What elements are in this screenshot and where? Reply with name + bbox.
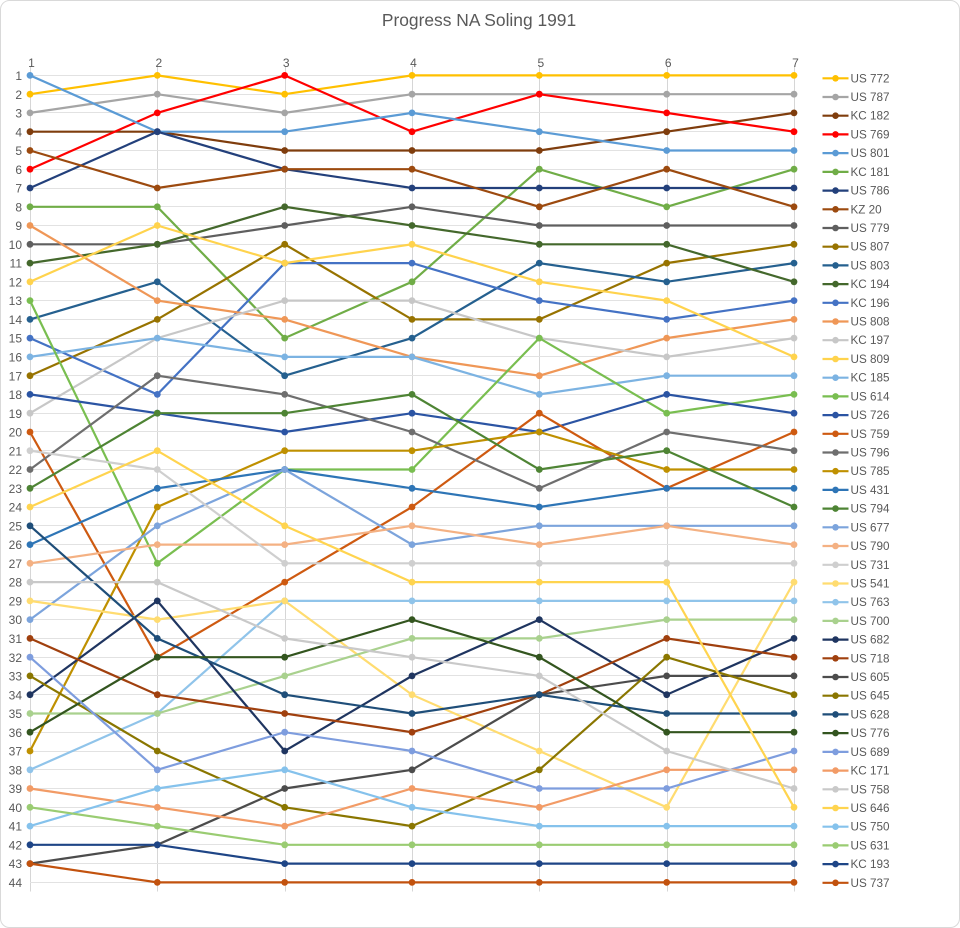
svg-text:KC 181: KC 181 bbox=[851, 166, 890, 179]
svg-text:US 700: US 700 bbox=[851, 615, 890, 628]
svg-text:US 737: US 737 bbox=[851, 877, 890, 890]
svg-text:US 807: US 807 bbox=[851, 241, 890, 254]
svg-text:US 731: US 731 bbox=[851, 559, 890, 572]
svg-text:US 431: US 431 bbox=[851, 484, 890, 497]
svg-text:14: 14 bbox=[9, 313, 23, 327]
svg-text:US 718: US 718 bbox=[851, 652, 890, 665]
svg-text:32: 32 bbox=[9, 651, 23, 665]
svg-text:31: 31 bbox=[9, 632, 23, 646]
svg-text:US 790: US 790 bbox=[851, 540, 890, 553]
svg-text:US 763: US 763 bbox=[851, 596, 890, 609]
svg-text:2: 2 bbox=[15, 88, 22, 102]
svg-text:US 794: US 794 bbox=[851, 503, 890, 516]
svg-text:Progress NA Soling 1991: Progress NA Soling 1991 bbox=[382, 10, 576, 30]
svg-text:42: 42 bbox=[9, 838, 23, 852]
svg-text:US 808: US 808 bbox=[851, 316, 890, 329]
svg-text:US 605: US 605 bbox=[851, 671, 890, 684]
svg-text:19: 19 bbox=[9, 407, 23, 421]
svg-text:30: 30 bbox=[9, 613, 23, 627]
svg-text:US 785: US 785 bbox=[851, 465, 890, 478]
svg-text:US 726: US 726 bbox=[851, 409, 890, 422]
svg-text:41: 41 bbox=[9, 820, 23, 834]
svg-text:10: 10 bbox=[9, 238, 23, 252]
svg-text:US 779: US 779 bbox=[851, 222, 890, 235]
svg-text:18: 18 bbox=[9, 388, 23, 402]
svg-text:3: 3 bbox=[15, 107, 22, 121]
svg-text:13: 13 bbox=[9, 294, 23, 308]
svg-text:US 689: US 689 bbox=[851, 746, 890, 759]
svg-text:US 628: US 628 bbox=[851, 708, 890, 721]
svg-text:6: 6 bbox=[665, 56, 672, 70]
svg-text:US 646: US 646 bbox=[851, 802, 890, 815]
svg-text:KC 197: KC 197 bbox=[851, 334, 890, 347]
svg-text:15: 15 bbox=[9, 332, 23, 346]
svg-text:12: 12 bbox=[9, 275, 23, 289]
svg-text:US 682: US 682 bbox=[851, 634, 890, 647]
svg-text:US 677: US 677 bbox=[851, 521, 890, 534]
svg-text:US 759: US 759 bbox=[851, 428, 890, 441]
svg-text:38: 38 bbox=[9, 763, 23, 777]
svg-text:US 776: US 776 bbox=[851, 727, 890, 740]
svg-text:33: 33 bbox=[9, 670, 23, 684]
svg-text:KZ 20: KZ 20 bbox=[851, 203, 883, 216]
svg-text:6: 6 bbox=[15, 163, 22, 177]
svg-text:25: 25 bbox=[9, 519, 23, 533]
svg-text:US 750: US 750 bbox=[851, 821, 890, 834]
svg-text:20: 20 bbox=[9, 426, 23, 440]
svg-text:16: 16 bbox=[9, 351, 23, 365]
svg-text:43: 43 bbox=[9, 857, 23, 871]
svg-text:KC 171: KC 171 bbox=[851, 765, 890, 778]
svg-text:35: 35 bbox=[9, 707, 23, 721]
svg-text:40: 40 bbox=[9, 801, 23, 815]
svg-text:US 801: US 801 bbox=[851, 147, 890, 160]
svg-text:KC 193: KC 193 bbox=[851, 858, 890, 871]
svg-text:US 786: US 786 bbox=[851, 185, 890, 198]
svg-text:26: 26 bbox=[9, 538, 23, 552]
svg-text:36: 36 bbox=[9, 726, 23, 740]
svg-text:39: 39 bbox=[9, 782, 23, 796]
svg-text:8: 8 bbox=[15, 200, 22, 214]
svg-text:KC 194: KC 194 bbox=[851, 278, 890, 291]
svg-text:28: 28 bbox=[9, 576, 23, 590]
svg-text:US 809: US 809 bbox=[851, 353, 890, 366]
svg-text:KC 182: KC 182 bbox=[851, 110, 890, 123]
svg-text:22: 22 bbox=[9, 463, 23, 477]
svg-text:US 796: US 796 bbox=[851, 447, 890, 460]
svg-text:29: 29 bbox=[9, 595, 23, 609]
svg-text:5: 5 bbox=[537, 56, 544, 70]
svg-text:11: 11 bbox=[10, 257, 23, 271]
svg-text:7: 7 bbox=[792, 56, 799, 70]
svg-text:21: 21 bbox=[9, 444, 23, 458]
svg-text:US 631: US 631 bbox=[851, 839, 890, 852]
svg-text:US 803: US 803 bbox=[851, 259, 890, 272]
svg-text:27: 27 bbox=[9, 557, 23, 571]
svg-text:US 769: US 769 bbox=[851, 128, 890, 141]
svg-text:37: 37 bbox=[9, 745, 23, 759]
svg-text:1: 1 bbox=[28, 56, 35, 70]
svg-text:7: 7 bbox=[15, 182, 22, 196]
svg-text:4: 4 bbox=[410, 56, 417, 70]
svg-text:KC 196: KC 196 bbox=[851, 297, 890, 310]
svg-text:3: 3 bbox=[283, 56, 290, 70]
svg-text:5: 5 bbox=[15, 144, 22, 158]
svg-text:US 614: US 614 bbox=[851, 390, 890, 403]
svg-text:US 787: US 787 bbox=[851, 91, 890, 104]
svg-text:34: 34 bbox=[9, 688, 23, 702]
svg-text:17: 17 bbox=[9, 369, 23, 383]
svg-text:US 772: US 772 bbox=[851, 72, 890, 85]
svg-text:4: 4 bbox=[15, 125, 22, 139]
svg-text:1: 1 bbox=[15, 69, 22, 83]
svg-text:US 645: US 645 bbox=[851, 690, 890, 703]
svg-text:US 541: US 541 bbox=[851, 578, 890, 591]
svg-text:44: 44 bbox=[9, 876, 23, 890]
svg-text:KC 185: KC 185 bbox=[851, 372, 890, 385]
svg-text:2: 2 bbox=[155, 56, 162, 70]
svg-text:9: 9 bbox=[15, 219, 22, 233]
svg-text:24: 24 bbox=[9, 501, 23, 515]
svg-text:US 758: US 758 bbox=[851, 783, 890, 796]
svg-text:23: 23 bbox=[9, 482, 23, 496]
